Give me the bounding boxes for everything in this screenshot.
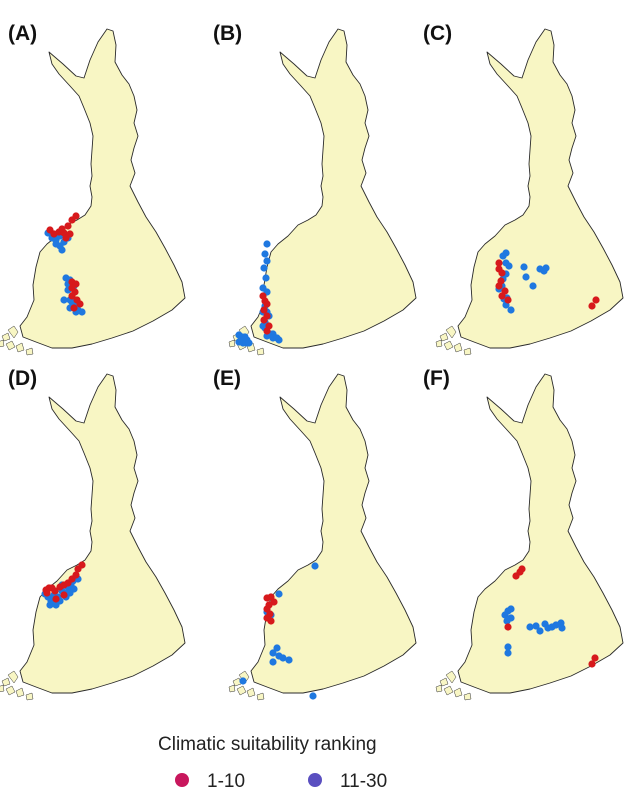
site-marker-rank-1-10 [58, 225, 66, 233]
site-marker-rank-1-10 [504, 296, 512, 304]
site-marker-rank-11-30 [279, 654, 287, 662]
site-marker-rank-1-10 [70, 304, 78, 312]
finland-map-c [435, 28, 624, 356]
panel-b: (B) [213, 22, 417, 356]
site-marker-rank-1-10 [64, 222, 72, 230]
site-marker-rank-1-10 [498, 292, 506, 300]
site-marker-rank-1-10 [263, 327, 271, 335]
legend-label-1-10: 1-10 [207, 771, 245, 792]
panel-label-f: (F) [423, 367, 450, 390]
site-marker-rank-1-10 [78, 561, 86, 569]
site-marker-rank-1-10 [588, 660, 596, 668]
site-marker-rank-11-30 [507, 306, 515, 314]
legend-title: Climatic suitability ranking [158, 734, 377, 755]
panel-label-b: (B) [213, 22, 242, 45]
site-marker-rank-11-30 [66, 589, 74, 597]
site-marker-rank-1-10 [62, 234, 70, 242]
panel-label-a: (A) [8, 22, 37, 45]
finland-map-a [0, 28, 186, 356]
site-marker-rank-11-30 [78, 308, 86, 316]
legend-marker-11-30 [308, 773, 322, 787]
site-marker-rank-11-30 [269, 658, 277, 666]
site-marker-rank-11-30 [262, 274, 270, 282]
finland-map-f [435, 373, 624, 701]
site-marker-rank-1-10 [504, 623, 512, 631]
site-marker-rank-11-30 [558, 624, 566, 632]
site-marker-rank-11-30 [273, 644, 281, 652]
site-marker-rank-11-30 [522, 273, 530, 281]
site-marker-rank-11-30 [275, 336, 283, 344]
site-marker-rank-11-30 [532, 622, 540, 630]
site-marker-rank-11-30 [52, 601, 60, 609]
site-marker-rank-1-10 [60, 591, 68, 599]
site-marker-rank-11-30 [245, 339, 253, 347]
site-marker-rank-11-30 [502, 249, 510, 257]
site-marker-rank-11-30 [520, 263, 528, 271]
site-marker-rank-11-30 [529, 282, 537, 290]
finland-map-e [228, 373, 417, 701]
site-marker-rank-11-30 [269, 649, 277, 657]
site-marker-rank-11-30 [501, 611, 509, 619]
site-marker-rank-11-30 [507, 614, 515, 622]
legend-label-11-30: 11-30 [340, 771, 387, 792]
site-marker-rank-1-10 [43, 589, 51, 597]
site-marker-rank-1-10 [51, 587, 59, 595]
site-marker-rank-11-30 [542, 264, 550, 272]
site-marker-rank-11-30 [536, 627, 544, 635]
site-marker-rank-1-10 [588, 302, 596, 310]
site-marker-rank-1-10 [591, 654, 599, 662]
site-marker-rank-1-10 [260, 306, 268, 314]
site-marker-rank-1-10 [495, 259, 503, 267]
site-marker-rank-1-10 [495, 282, 503, 290]
site-marker-rank-11-30 [52, 240, 60, 248]
site-marker-rank-11-30 [263, 240, 271, 248]
site-marker-rank-11-30 [46, 601, 54, 609]
site-marker-rank-1-10 [76, 300, 84, 308]
site-marker-rank-11-30 [309, 692, 317, 700]
site-marker-rank-1-10 [72, 212, 80, 220]
panel-label-c: (C) [423, 22, 452, 45]
site-marker-rank-1-10 [592, 296, 600, 304]
site-marker-rank-1-10 [263, 300, 271, 308]
site-marker-rank-1-10 [260, 316, 268, 324]
panel-c: (C) [423, 22, 624, 356]
site-marker-rank-11-30 [505, 262, 513, 270]
site-marker-rank-11-30 [285, 656, 293, 664]
site-marker-rank-11-30 [544, 624, 552, 632]
site-marker-rank-1-10 [512, 572, 520, 580]
panel-e: (E) [213, 367, 417, 701]
site-marker-rank-1-10 [72, 571, 80, 579]
site-marker-rank-11-30 [311, 562, 319, 570]
site-marker-rank-1-10 [68, 292, 76, 300]
site-marker-rank-1-10 [498, 269, 506, 277]
legend-marker-1-10 [175, 773, 189, 787]
site-marker-rank-1-10 [267, 617, 275, 625]
site-marker-rank-11-30 [275, 590, 283, 598]
panel-f: (F) [423, 367, 624, 701]
finland-map-d [0, 373, 186, 701]
site-marker-rank-11-30 [507, 605, 515, 613]
site-marker-rank-11-30 [261, 250, 269, 258]
finland-map-b [228, 28, 417, 356]
panel-d: (D) [0, 367, 186, 701]
site-marker-rank-11-30 [263, 257, 271, 265]
site-marker-rank-11-30 [260, 264, 268, 272]
site-marker-rank-11-30 [60, 296, 68, 304]
legend: Climatic suitability ranking 1-10 11-30 [158, 734, 387, 792]
site-marker-rank-11-30 [526, 623, 534, 631]
site-marker-rank-1-10 [52, 595, 60, 603]
site-marker-rank-11-30 [504, 643, 512, 651]
site-marker-rank-11-30 [239, 677, 247, 685]
panel-label-d: (D) [8, 367, 37, 390]
panel-label-e: (E) [213, 367, 241, 390]
site-marker-rank-11-30 [504, 649, 512, 657]
site-marker-rank-11-30 [58, 246, 66, 254]
panel-a: (A) [0, 22, 186, 356]
site-marker-rank-11-30 [263, 332, 271, 340]
